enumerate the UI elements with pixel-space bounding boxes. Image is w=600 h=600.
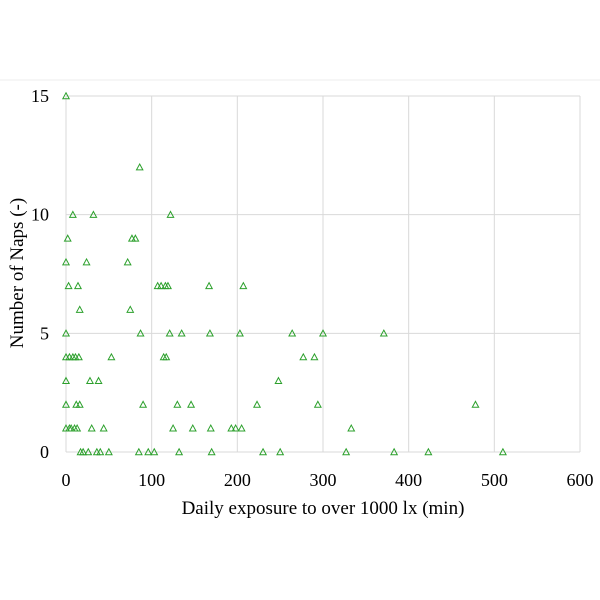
data-point	[165, 329, 174, 337]
data-point	[73, 281, 83, 290]
data-point	[231, 424, 240, 432]
data-point	[64, 281, 73, 290]
data-point	[169, 424, 178, 432]
data-point	[239, 281, 248, 290]
data-point	[237, 424, 246, 432]
data-point	[299, 352, 308, 361]
data-point	[187, 400, 196, 408]
data-point	[498, 447, 507, 456]
data-point	[79, 447, 88, 456]
data-point	[84, 447, 93, 456]
data-point	[424, 447, 433, 456]
data-point	[75, 305, 84, 313]
data-point	[94, 376, 103, 385]
data-point	[252, 400, 262, 408]
data-point	[99, 424, 108, 432]
data-point	[68, 210, 77, 218]
data-point	[73, 424, 82, 432]
x-tick-label: 100	[138, 470, 165, 490]
data-point	[107, 352, 116, 361]
data-points	[61, 91, 507, 456]
x-tick-label: 600	[567, 470, 594, 490]
data-point	[162, 352, 171, 361]
data-point	[89, 210, 98, 218]
data-point	[166, 210, 175, 218]
data-point	[139, 400, 148, 408]
data-point	[123, 257, 132, 266]
data-point	[131, 234, 140, 242]
data-point	[75, 400, 84, 408]
data-point	[96, 447, 105, 456]
data-point	[61, 400, 71, 408]
data-point	[173, 400, 182, 408]
data-point	[61, 329, 71, 337]
data-point	[150, 447, 159, 456]
data-point	[157, 281, 166, 290]
y-tick-label: 10	[31, 205, 49, 225]
data-point	[163, 281, 172, 290]
data-point	[390, 447, 399, 456]
y-tick-label: 15	[31, 86, 49, 106]
data-point	[134, 447, 143, 456]
x-tick-label: 200	[224, 470, 251, 490]
data-point	[61, 376, 71, 385]
data-point	[177, 329, 186, 337]
data-point	[379, 329, 388, 337]
data-point	[205, 329, 214, 337]
y-tick-label: 0	[40, 442, 49, 462]
x-axis-title: Daily exposure to over 1000 lx (min)	[182, 498, 465, 519]
data-point	[74, 352, 83, 361]
data-point	[276, 447, 285, 456]
data-point	[63, 234, 72, 242]
data-point	[207, 447, 216, 456]
x-tick-label: 400	[395, 470, 422, 490]
data-point	[82, 257, 91, 266]
data-point	[274, 376, 283, 385]
gridlines	[65, 95, 581, 453]
data-point	[126, 305, 135, 313]
data-point	[85, 376, 95, 385]
data-point	[188, 424, 197, 432]
data-point	[313, 400, 322, 408]
y-axis-title: Number of Naps (-)	[7, 198, 28, 348]
data-point	[136, 329, 145, 337]
data-point	[61, 91, 71, 100]
data-point	[347, 424, 356, 432]
data-point	[104, 447, 113, 456]
data-point	[227, 424, 236, 432]
data-point	[288, 329, 297, 337]
data-point	[258, 447, 268, 456]
data-point	[205, 281, 214, 290]
data-point	[342, 447, 351, 456]
x-tick-label: 0	[62, 470, 71, 490]
x-tick-label: 300	[310, 470, 337, 490]
y-tick-label: 5	[40, 323, 49, 343]
data-point	[87, 424, 96, 432]
x-tick-label: 500	[481, 470, 508, 490]
tick-labels: 0 100 200 300 400 500 600 0 5 10 15	[31, 86, 594, 490]
data-point	[206, 424, 215, 432]
data-point	[310, 352, 319, 361]
data-point	[471, 400, 480, 408]
data-point	[135, 162, 144, 171]
data-point	[61, 257, 71, 266]
data-point	[318, 329, 328, 337]
data-point	[144, 447, 153, 456]
data-point	[175, 447, 184, 456]
data-point	[235, 329, 244, 337]
